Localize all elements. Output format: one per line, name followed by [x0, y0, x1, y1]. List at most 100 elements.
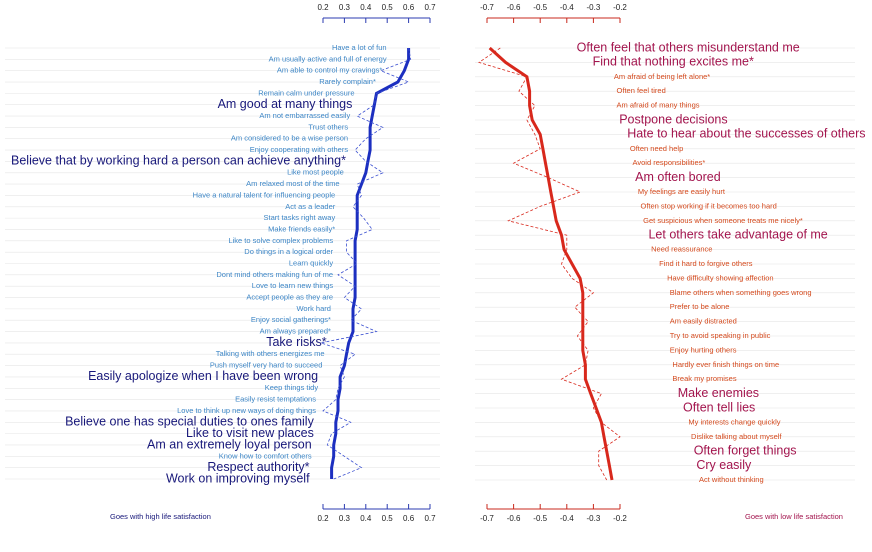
item-label: Am afraid of being left alone*	[614, 72, 710, 81]
x-tick-label: 0.3	[339, 3, 351, 12]
x-tick-label: -0.7	[480, 3, 494, 12]
item-label: Enjoy hurting others	[670, 345, 737, 354]
item-label: Am able to control my cravings*	[277, 66, 383, 75]
x-tick-label: 0.7	[424, 514, 436, 523]
solid-line	[330, 48, 411, 479]
item-label: Try to avoid speaking in public	[670, 331, 771, 340]
item-label: Am easily distracted	[670, 317, 737, 326]
item-label: Blame others when something goes wrong	[670, 288, 812, 297]
x-tick-label: -0.7	[480, 514, 494, 523]
x-tick-label: 0.7	[424, 3, 436, 12]
item-label: Love to learn new things	[252, 281, 334, 290]
item-label: Know how to comfort others	[219, 451, 312, 460]
item-label: Work hard	[296, 304, 330, 313]
x-tick-label: 0.5	[382, 514, 394, 523]
item-label: Get suspicious when someone treats me ni…	[643, 216, 803, 225]
dashed-line	[478, 47, 621, 481]
item-label: Am good at many things	[218, 97, 353, 111]
item-label: Have a lot of fun	[332, 43, 387, 52]
item-label: Am considered to be a wise person	[231, 134, 348, 143]
item-label: Am an extremely loyal person	[147, 437, 312, 451]
item-label: Have difficulty showing affection	[667, 273, 773, 282]
x-tick-label: -0.3	[587, 3, 601, 12]
item-label: Enjoy social gatherings*	[251, 315, 331, 324]
x-tick-label: 0.5	[382, 3, 394, 12]
item-label: Dislike talking about myself	[691, 432, 782, 441]
item-label: Work on improving myself	[166, 471, 310, 485]
x-tick-label: 0.4	[360, 514, 372, 523]
item-label: My interests change quickly	[688, 417, 780, 426]
x-tick-label: 0.2	[317, 3, 329, 12]
item-label: Need reassurance	[651, 245, 712, 254]
item-label: Am always prepared*	[260, 327, 331, 336]
item-label: Accept people as they are	[246, 293, 333, 302]
item-label: Let others take advantage of me	[648, 227, 827, 241]
dashed-line	[319, 47, 412, 480]
x-tick-label: -0.6	[507, 514, 521, 523]
item-label: Often feel that others misunderstand me	[577, 40, 800, 54]
item-label: Trust others	[308, 122, 348, 131]
item-label: Talking with others energizes me	[216, 349, 325, 358]
item-label: Start tasks right away	[264, 213, 336, 222]
item-label: Often need help	[630, 144, 683, 153]
item-label: Believe that by working hard a person ca…	[11, 154, 346, 168]
item-label: Dont mind others making fun of me	[216, 270, 333, 279]
note: Goes with high life satisfaction	[110, 512, 211, 521]
x-tick-label: -0.3	[587, 514, 601, 523]
item-label: Easily apologize when I have been wrong	[88, 369, 318, 383]
x-tick-label: 0.4	[360, 3, 372, 12]
item-label: Rarely complain*	[319, 77, 376, 86]
item-label: Hardly ever finish things on time	[672, 360, 779, 369]
x-tick-label: 0.3	[339, 514, 351, 523]
item-label: Often stop working if it becomes too har…	[641, 201, 777, 210]
item-label: Keep things tidy	[265, 383, 319, 392]
item-label: Break my promises	[672, 374, 736, 383]
item-label: Have a natural talent for influencing pe…	[193, 190, 336, 199]
x-tick-label: 0.2	[317, 514, 329, 523]
item-label: Cry easily	[696, 458, 752, 472]
item-label: Often feel tired	[617, 86, 666, 95]
item-label: Believe one has special duties to ones f…	[65, 415, 315, 429]
item-label: Like to visit new places	[186, 426, 314, 440]
item-label: Remain calm under pressure	[258, 88, 354, 97]
item-label: Am not embarrassed easily	[259, 111, 350, 120]
item-label: Often forget things	[694, 443, 797, 457]
item-label: Learn quickly	[289, 258, 333, 267]
item-label: Find it hard to forgive others	[659, 259, 753, 268]
x-tick-label: -0.6	[507, 3, 521, 12]
x-tick-label: 0.6	[403, 514, 415, 523]
item-label: Avoid responsibilities*	[633, 158, 706, 167]
x-tick-label: -0.2	[613, 3, 627, 12]
item-label: Am usually active and full of energy	[269, 54, 387, 63]
item-label: Make enemies	[678, 386, 759, 400]
item-label: Act without thinking	[699, 475, 764, 484]
item-label: Easily resist temptations	[235, 395, 316, 404]
item-label: My feelings are easily hurt	[638, 187, 726, 196]
x-tick-label: 0.6	[403, 3, 415, 12]
item-label: Make friends easily*	[268, 224, 335, 233]
item-label: Like most people	[287, 168, 344, 177]
item-label: Often tell lies	[683, 400, 755, 414]
item-label: Take risks*	[266, 335, 327, 349]
item-label: Postpone decisions	[619, 112, 727, 126]
item-label: Act as a leader	[285, 202, 336, 211]
item-label: Am afraid of many things	[617, 101, 700, 110]
item-label: Like to solve complex problems	[228, 236, 333, 245]
item-label: Hate to hear about the successes of othe…	[627, 127, 865, 141]
item-label: Push myself very hard to succeed	[210, 361, 323, 370]
item-label: Am relaxed most of the time	[246, 179, 339, 188]
item-label: Love to think up new ways of doing thing…	[177, 406, 316, 415]
x-tick-label: -0.5	[533, 514, 547, 523]
x-tick-label: -0.2	[613, 514, 627, 523]
item-label: Do things in a logical order	[244, 247, 333, 256]
item-label: Enjoy cooperating with others	[250, 145, 349, 154]
x-tick-label: -0.4	[560, 514, 574, 523]
item-label: Find that nothing excites me*	[593, 55, 754, 69]
x-tick-label: -0.5	[533, 3, 547, 12]
x-tick-label: -0.4	[560, 3, 574, 12]
solid-line	[488, 46, 614, 481]
item-label: Am often bored	[635, 170, 721, 184]
item-label: Respect authority*	[207, 460, 309, 474]
note: Goes with low life satisfaction	[745, 512, 843, 521]
